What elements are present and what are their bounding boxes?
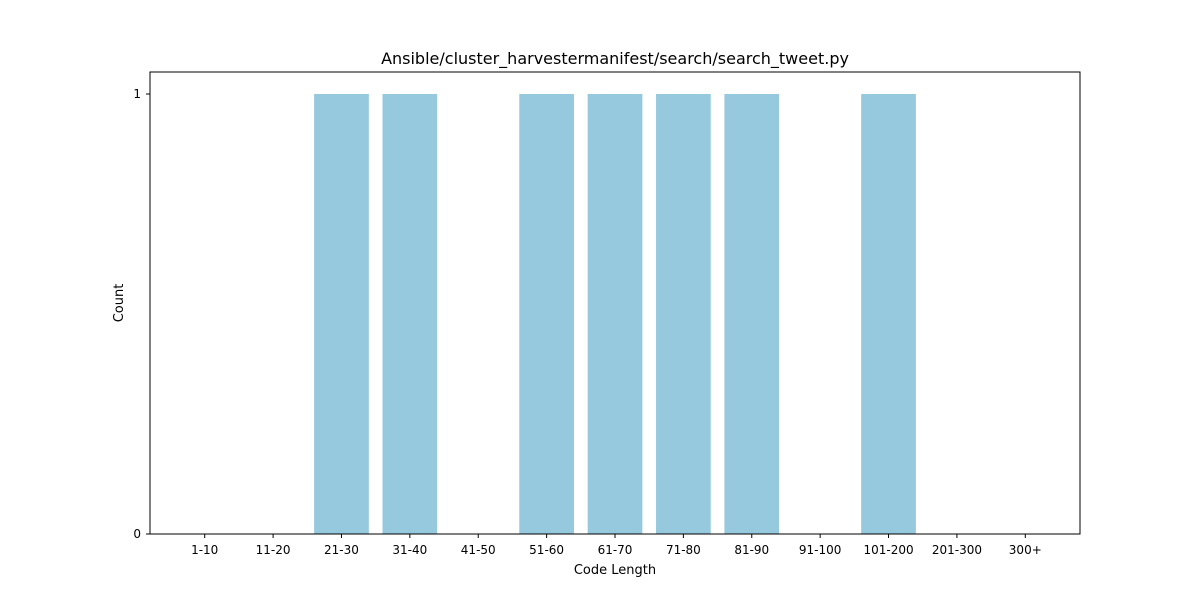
x-tick-label: 1-10 xyxy=(191,543,218,557)
bar-81-90 xyxy=(724,94,780,534)
x-tick-label: 101-200 xyxy=(863,543,913,557)
y-tick-label: 1 xyxy=(133,87,141,101)
x-tick-label: 61-70 xyxy=(598,543,633,557)
x-tick-label: 11-20 xyxy=(256,543,291,557)
x-axis-ticks: 1-10 11-20 21-30 31-40 41-50 51-60 61-70 71-80 8… xyxy=(191,534,1042,557)
bar-61-70 xyxy=(587,94,643,534)
x-tick-label: 51-60 xyxy=(529,543,564,557)
x-axis-label: Code Length xyxy=(574,563,656,578)
x-tick-label: 300+ xyxy=(1009,543,1042,557)
y-axis-label: Count xyxy=(112,284,127,323)
y-tick-label: 0 xyxy=(133,527,141,541)
x-tick-label: 31-40 xyxy=(392,543,427,557)
x-tick-label: 81-90 xyxy=(734,543,769,557)
bar-101-200 xyxy=(861,94,916,534)
bar-21-30 xyxy=(314,94,369,534)
bar-71-80 xyxy=(656,94,711,534)
chart-title: Ansible/cluster_harvestermanifest/search… xyxy=(381,49,849,69)
bar-51-60 xyxy=(519,94,574,534)
bar-31-40 xyxy=(382,94,438,534)
x-tick-label: 41-50 xyxy=(461,543,496,557)
x-tick-label: 71-80 xyxy=(666,543,701,557)
bars-layer xyxy=(314,94,916,534)
x-tick-label: 91-100 xyxy=(799,543,842,557)
x-tick-label: 201-300 xyxy=(932,543,982,557)
y-axis-ticks: 01 xyxy=(133,87,150,541)
x-tick-label: 21-30 xyxy=(324,543,359,557)
